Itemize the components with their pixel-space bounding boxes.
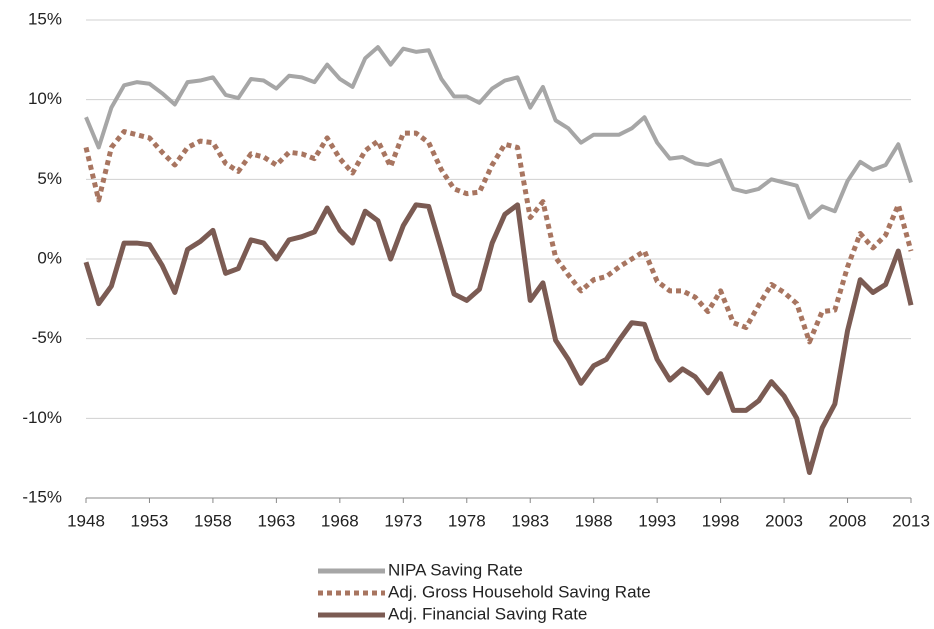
y-tick-label: 10% [28,89,62,108]
x-tick-label: 2008 [829,511,867,530]
x-tick-label: 2013 [892,511,930,530]
x-tick-label: 1993 [638,511,676,530]
x-tick-label: 1983 [511,511,549,530]
x-tick-label: 1973 [384,511,422,530]
y-tick-label: 0% [37,248,62,267]
x-tick-label: 1963 [257,511,295,530]
line-series [83,129,914,345]
y-tick-label: -10% [22,408,62,427]
y-tick-label: -15% [22,487,62,506]
x-tick-label: 1998 [702,511,740,530]
legend-label: NIPA Saving Rate [388,560,523,579]
legend-label: Adj. Financial Saving Rate [388,604,587,623]
x-tick-label: 1988 [575,511,613,530]
y-tick-label: -5% [32,328,62,347]
legend-label: Adj. Gross Household Saving Rate [388,582,651,601]
x-tick-label: 2003 [765,511,803,530]
x-tick-label: 1948 [67,511,105,530]
y-tick-label: 5% [37,169,62,188]
x-tick-label: 1958 [194,511,232,530]
line-series [84,45,913,220]
x-tick-label: 1978 [448,511,486,530]
x-tick-label: 1953 [131,511,169,530]
x-tick-label: 1968 [321,511,359,530]
line-series [83,202,914,476]
y-tick-label: 15% [28,9,62,28]
